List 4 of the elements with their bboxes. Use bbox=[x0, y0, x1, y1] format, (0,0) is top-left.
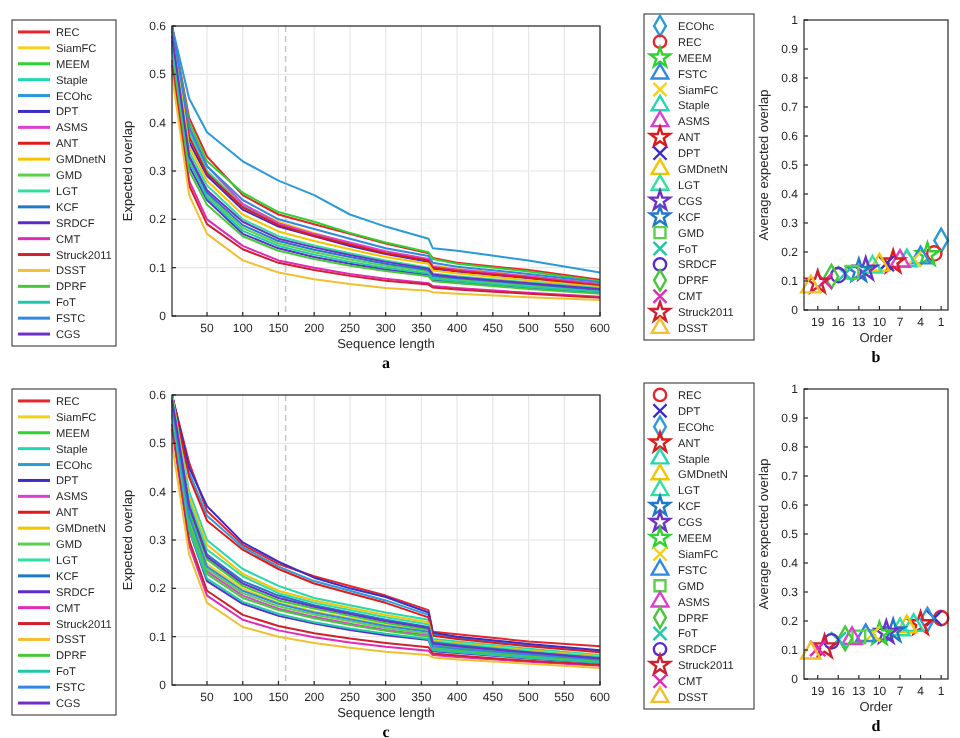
text: c bbox=[382, 723, 391, 738]
text: a bbox=[382, 354, 390, 372]
text: d bbox=[871, 717, 882, 735]
text: b bbox=[871, 348, 882, 366]
